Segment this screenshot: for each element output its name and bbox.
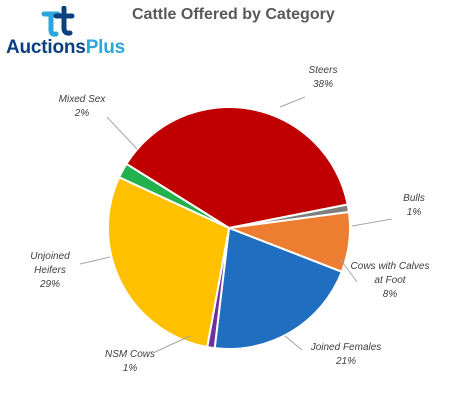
data-label-mixed-sex: Mixed Sex 2% — [59, 94, 107, 119]
data-label-category: Mixed Sex — [59, 94, 107, 105]
leader-line-mixed-sex — [106, 116, 138, 150]
data-label-value: 21% — [335, 356, 356, 367]
data-label-steers: Steers 38% — [309, 65, 338, 90]
data-label-value: 29% — [39, 279, 60, 290]
data-label-category: Cows with Calves — [351, 261, 430, 272]
data-label-value: 2% — [74, 108, 90, 119]
logo-mark-icon — [41, 6, 75, 37]
data-label-unjoined-heifers: Unjoined Heifers 29% — [30, 251, 70, 290]
leader-line-bulls — [351, 218, 393, 227]
data-label-value: 1% — [123, 363, 138, 374]
pie-slices — [107, 106, 351, 350]
data-label-cows-with-calves-at-foot: Cows with Calves at Foot 8% — [351, 261, 430, 300]
pie-slice-joined-females — [213, 227, 343, 350]
leader-line-unjoined-heifers — [79, 256, 111, 265]
logo-wordmark-plus: Plus — [85, 37, 126, 58]
data-label-category: Steers — [309, 65, 338, 76]
leader-line-nsm-cows — [154, 335, 191, 353]
data-label-category: NSM Cows — [105, 349, 155, 360]
logo-wordmark: AuctionsPlus — [6, 37, 125, 59]
data-label-value: 8% — [383, 289, 398, 300]
leader-line-joined-females — [284, 335, 303, 351]
data-label-nsm-cows: NSM Cows 1% — [105, 349, 155, 374]
data-label-joined-females: Joined Females 21% — [310, 342, 382, 367]
data-label-category: Unjoined — [30, 251, 70, 262]
data-label-value: 1% — [407, 207, 422, 218]
logo-wordmark-name: Auctions — [6, 37, 86, 58]
data-label-value: 38% — [313, 79, 333, 90]
chart-title: Cattle Offered by Category — [132, 6, 335, 23]
auctionsplus-logo: AuctionsPlus — [4, 4, 125, 60]
data-label-bulls: Bulls 1% — [403, 193, 425, 218]
leader-line-cows-with-calves-at-foot — [339, 258, 358, 283]
data-label-category: Bulls — [403, 193, 425, 204]
data-label-category: Heifers — [34, 265, 66, 276]
pie-slice-mixed-sex — [118, 162, 230, 229]
data-label-category: Joined Females — [310, 342, 382, 353]
pie-labels: Steers 38% Bulls 1% Cows with Calves at Foot 8… — [30, 65, 429, 374]
data-label-category: at Foot — [374, 275, 406, 286]
leader-line-steers — [279, 96, 306, 108]
pie-slice-unjoined-heifers — [107, 176, 230, 349]
